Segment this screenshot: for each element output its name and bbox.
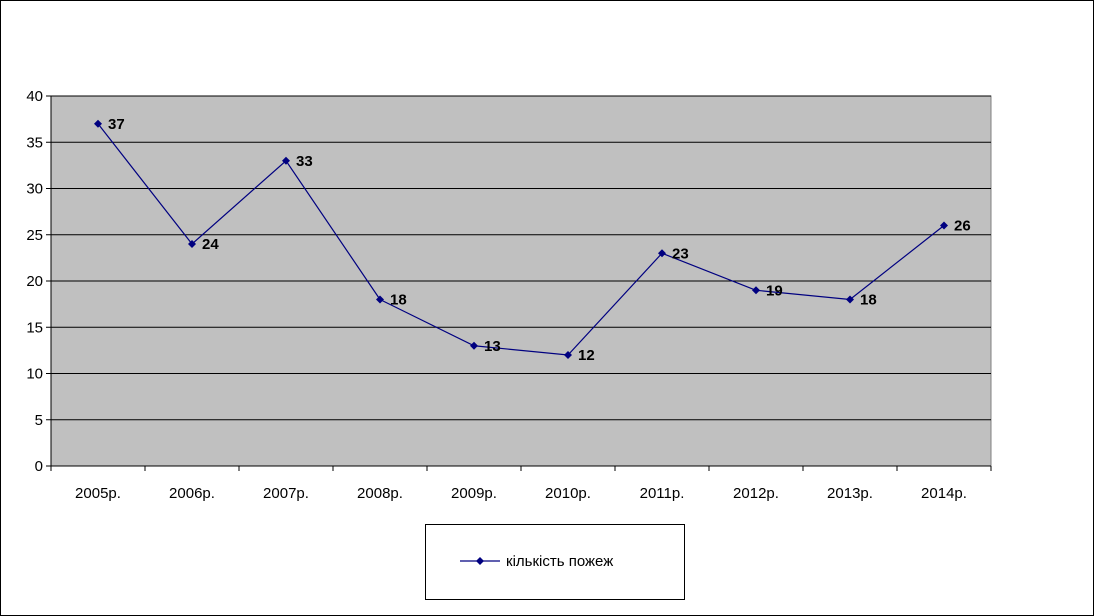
data-point-marker bbox=[752, 286, 760, 295]
data-label: 37 bbox=[108, 116, 125, 133]
y-tick-label: 20 bbox=[26, 273, 43, 290]
data-label: 23 bbox=[672, 245, 689, 262]
data-label: 18 bbox=[860, 292, 877, 309]
x-tick-label: 2012р. bbox=[733, 485, 779, 502]
data-label: 13 bbox=[484, 338, 501, 355]
data-label: 12 bbox=[578, 347, 595, 364]
legend: кількість пожеж bbox=[425, 524, 685, 600]
legend-line-marker-icon bbox=[460, 557, 500, 565]
data-point-marker bbox=[282, 156, 290, 165]
series-line bbox=[97, 123, 945, 356]
data-point-marker bbox=[940, 221, 948, 230]
x-tick-label: 2006р. bbox=[169, 485, 215, 502]
x-tick-label: 2009р. bbox=[451, 485, 497, 502]
y-tick-label: 5 bbox=[35, 412, 43, 429]
y-tick-label: 30 bbox=[26, 181, 43, 198]
x-tick-label: 2005р. bbox=[75, 485, 121, 502]
x-axis-ticks: 2005р. 2006р. 2007р. 2008р. 2009р. 2010р. 2011… bbox=[50, 466, 992, 502]
data-labels: 37 24 33 18 13 12 23 19 18 26 bbox=[108, 116, 971, 364]
y-tick-label: 35 bbox=[26, 134, 43, 151]
data-point-marker bbox=[376, 295, 384, 304]
x-tick-label: 2010р. bbox=[545, 485, 591, 502]
y-tick-label: 10 bbox=[26, 366, 43, 383]
data-label: 33 bbox=[296, 153, 313, 170]
data-point-marker bbox=[94, 119, 102, 128]
data-label: 19 bbox=[766, 282, 783, 299]
legend-label: кількість пожеж bbox=[506, 553, 614, 570]
data-point-marker bbox=[470, 341, 478, 350]
x-tick-label: 2014р. bbox=[921, 485, 967, 502]
data-point-marker bbox=[658, 249, 666, 258]
y-axis-ticks: 0 5 10 15 20 25 30 35 40 bbox=[26, 88, 51, 475]
y-tick-label: 40 bbox=[26, 88, 43, 105]
y-tick-label: 0 bbox=[35, 458, 43, 475]
series-markers bbox=[94, 119, 948, 359]
data-label: 18 bbox=[390, 292, 407, 309]
data-point-marker bbox=[188, 240, 196, 248]
data-label: 24 bbox=[202, 236, 219, 253]
x-tick-label: 2013р. bbox=[827, 485, 873, 502]
y-tick-label: 25 bbox=[26, 227, 43, 244]
x-tick-label: 2007р. bbox=[263, 485, 309, 502]
x-tick-label: 2011р. bbox=[640, 485, 685, 502]
gridlines bbox=[51, 95, 991, 421]
data-point-marker bbox=[846, 295, 854, 304]
data-point-marker bbox=[564, 351, 572, 359]
x-tick-label: 2008р. bbox=[357, 485, 403, 502]
data-label: 26 bbox=[954, 218, 971, 235]
y-tick-label: 15 bbox=[26, 319, 43, 336]
